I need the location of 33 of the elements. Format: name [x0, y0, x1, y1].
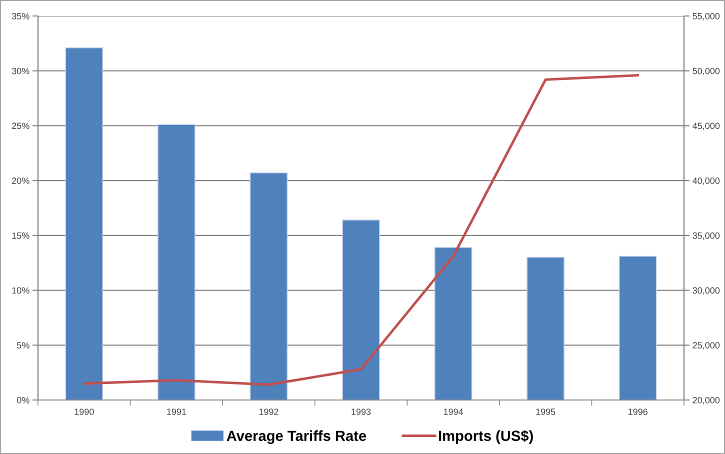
y-tick-label: 35%	[12, 12, 30, 20]
y-tick-label: 25%	[12, 122, 30, 130]
bar	[618, 256, 657, 400]
x-tick-label: 1992	[259, 408, 278, 415]
y2-tick-label: 20,000	[692, 396, 720, 404]
line-series	[82, 74, 640, 386]
y-tick-label: 10%	[12, 287, 30, 294]
x-tick-label: 1993	[352, 408, 371, 415]
x-tick-label: 1990	[74, 408, 94, 415]
x-tick-label: 1996	[628, 408, 648, 415]
x-tick-label: 1994	[444, 408, 464, 415]
y-tick-label: 30%	[12, 68, 30, 74]
y-tick-label: 15%	[12, 232, 30, 239]
bar	[158, 124, 196, 400]
y-tick-label: 0%	[16, 396, 30, 404]
legend-label: Average Tariffs Rate	[226, 430, 366, 444]
x-tick-label: 1991	[167, 408, 186, 415]
x-tick-label: 1995	[536, 408, 556, 415]
bar	[526, 256, 564, 400]
bar	[65, 47, 104, 400]
y2-tick-label: 40,000	[692, 178, 720, 185]
legend-label: Imports (US$)	[439, 430, 533, 444]
y2-tick-label: 45,000	[692, 122, 720, 130]
y-tick-label: 20%	[12, 178, 30, 184]
y-tick-label: 5%	[16, 342, 30, 349]
y2-tick-label: 30,000	[692, 287, 720, 295]
bar	[342, 220, 380, 400]
y2-tick-label: 50,000	[692, 68, 720, 76]
y2-tick-label: 35,000	[692, 232, 720, 240]
y2-tick-label: 25,000	[692, 342, 720, 350]
bar	[434, 247, 472, 400]
bar	[250, 172, 288, 400]
y2-tick-label: 55,000	[692, 12, 720, 20]
